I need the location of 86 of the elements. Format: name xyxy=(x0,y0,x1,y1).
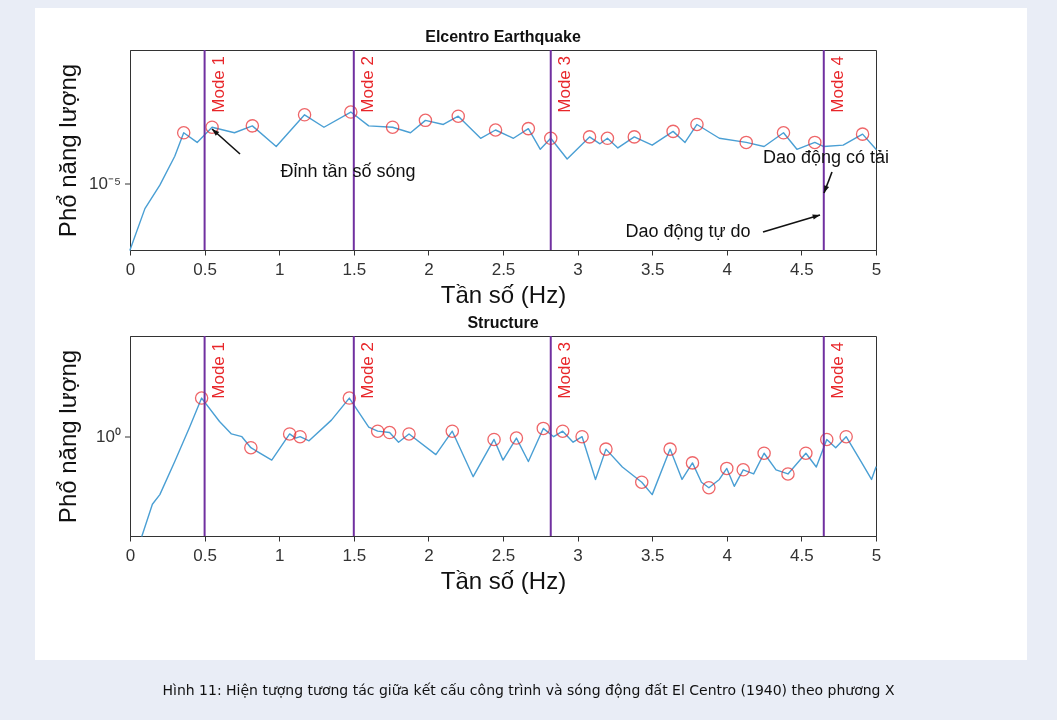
point xyxy=(757,446,771,460)
x-tick-label: 0 xyxy=(125,545,136,565)
point xyxy=(244,440,258,455)
x-tick-label: 1.5 xyxy=(342,259,367,279)
ref-line-label: Mode 3 xyxy=(554,342,574,399)
text: 10⁰ xyxy=(96,427,121,446)
point xyxy=(855,127,870,141)
x-tick-label: 0.5 xyxy=(193,259,217,279)
x-tick-label: 2 xyxy=(424,545,434,565)
point xyxy=(543,131,558,146)
ref-line-label: Mode 1 xyxy=(208,56,228,113)
x-tick-label: 1 xyxy=(274,545,285,565)
point xyxy=(521,121,536,136)
x-tick-label: 5 xyxy=(871,545,882,565)
point xyxy=(385,120,400,134)
point xyxy=(402,427,416,441)
point xyxy=(176,126,191,140)
point xyxy=(370,424,385,438)
point xyxy=(297,108,312,122)
point xyxy=(205,120,219,134)
point xyxy=(536,421,551,436)
point xyxy=(344,105,358,119)
point xyxy=(685,456,700,470)
x-tick-label: 3.5 xyxy=(640,545,665,565)
point xyxy=(736,463,750,477)
x-tick-label: 1.5 xyxy=(342,545,367,565)
x-tick-label: 0.5 xyxy=(193,545,217,565)
point xyxy=(582,130,597,144)
y-axis-title: Phổ năng lượng xyxy=(53,349,81,524)
point xyxy=(488,123,503,137)
point xyxy=(418,113,433,128)
point xyxy=(575,429,589,444)
point xyxy=(293,429,307,444)
x-tick-label: 3.5 xyxy=(640,259,665,279)
point xyxy=(627,130,642,144)
ref-line-label: Mode 4 xyxy=(827,342,847,399)
x-tick-label: 4 xyxy=(722,545,733,565)
text: 10⁻⁵ xyxy=(89,174,121,193)
point xyxy=(690,117,704,132)
ref-line-label: Mode 2 xyxy=(357,56,377,113)
point xyxy=(739,135,753,150)
point xyxy=(702,480,716,495)
point xyxy=(839,429,853,444)
chart-title: Elcentro Earthquake xyxy=(425,28,581,45)
annotation: Dao động tự do xyxy=(625,221,751,241)
point xyxy=(445,424,460,438)
ref-line-label: Mode 2 xyxy=(357,342,377,399)
point xyxy=(663,442,677,456)
x-tick-label: 4.5 xyxy=(790,259,814,279)
point xyxy=(781,467,795,481)
point xyxy=(451,109,466,123)
point xyxy=(282,427,297,441)
x-tick-label: 2.5 xyxy=(491,545,516,565)
x-tick-label: 0 xyxy=(125,259,136,279)
x-tick-label: 3 xyxy=(573,259,583,279)
x-axis-title: Tần số (Hz) xyxy=(440,566,567,594)
x-tick-label: 3 xyxy=(573,545,583,565)
point xyxy=(634,475,649,489)
x-tick-label: 2.5 xyxy=(491,259,516,279)
x-tick-label: 5 xyxy=(871,259,882,279)
point xyxy=(799,446,813,460)
point xyxy=(819,432,834,447)
point xyxy=(382,425,397,440)
x-tick-label: 4 xyxy=(722,259,733,279)
y-axis-title: Phổ năng lượng xyxy=(53,63,81,238)
point xyxy=(808,135,822,150)
ref-line-label: Mode 3 xyxy=(554,56,574,113)
x-tick-label: 1 xyxy=(274,259,285,279)
chart-title: Structure xyxy=(467,314,539,331)
point xyxy=(245,119,260,133)
point xyxy=(487,432,501,447)
x-axis-title: Tần số (Hz) xyxy=(440,280,567,308)
point xyxy=(666,124,680,139)
point xyxy=(600,131,615,146)
point xyxy=(776,126,791,140)
x-tick-label: 2 xyxy=(424,259,434,279)
point xyxy=(509,431,524,445)
point xyxy=(342,391,357,405)
ref-line-label: Mode 1 xyxy=(208,342,228,399)
point xyxy=(194,391,209,405)
x-tick-label: 4.5 xyxy=(790,545,814,565)
ref-line-label: Mode 4 xyxy=(827,56,847,113)
point xyxy=(599,442,613,456)
point xyxy=(720,461,734,476)
point xyxy=(555,424,570,438)
text: Hình 11: Hiện tượng tương tác giữa kết cấu công trình và sóng động đất El Centro (1940) theo phương X xyxy=(161,682,896,698)
